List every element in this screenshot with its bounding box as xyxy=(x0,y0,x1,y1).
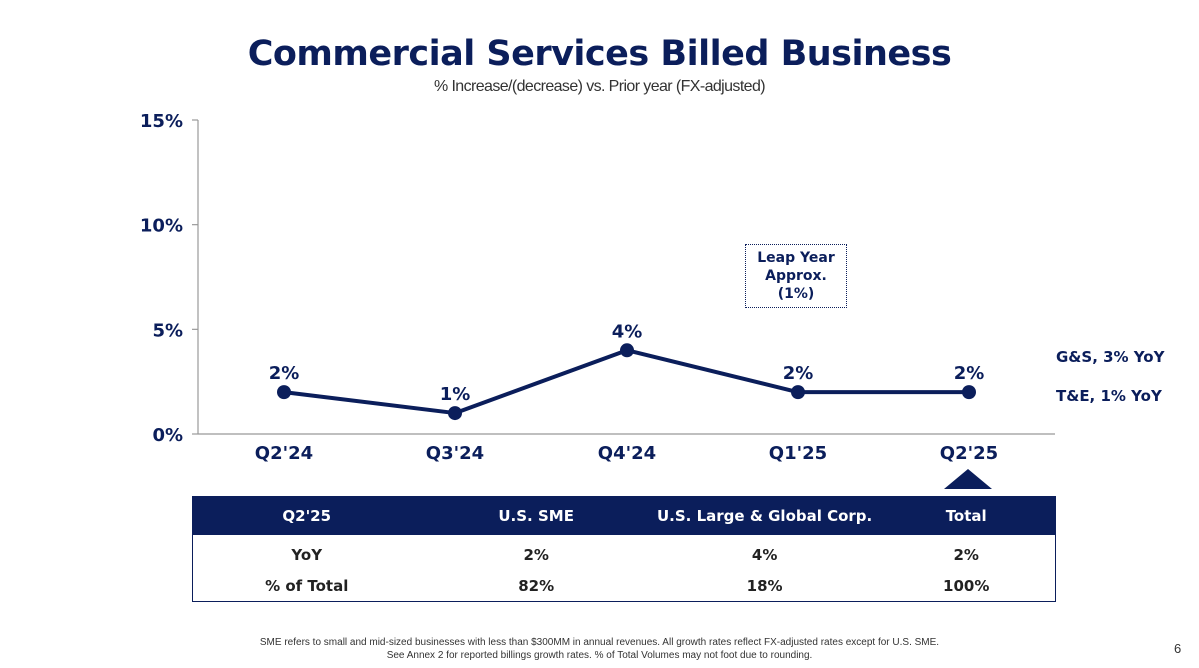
table-cell: 100% xyxy=(943,576,990,595)
data-label: 2% xyxy=(954,363,985,384)
data-point xyxy=(620,343,634,358)
data-label: 2% xyxy=(269,363,300,384)
table-header-row: Q2'25 U.S. SME U.S. Large & Global Corp.… xyxy=(192,496,1056,535)
x-tick-label: Q4'24 xyxy=(598,443,656,464)
x-tick-label: Q3'24 xyxy=(426,443,484,464)
y-tick-label: 10% xyxy=(140,216,183,237)
table-header-cell: Q2'25 xyxy=(192,496,421,535)
leap-year-annotation: Leap Year Approx. (1%) xyxy=(745,244,847,308)
annotation-line-1: Leap Year xyxy=(757,250,835,266)
y-tick-label: 5% xyxy=(152,320,183,341)
table-header-cell: U.S. Large & Global Corp. xyxy=(651,496,878,535)
page-number: 6 xyxy=(1174,641,1182,656)
line-chart: 0% 5% 10% 15% Q2'24 Q3'24 Q4'24 Q1'25 Q2'25 2% 1% 4… xyxy=(140,111,1055,464)
te-yoy-label: T&E, 1% YoY xyxy=(1056,387,1162,405)
table-cell: 2% xyxy=(953,545,979,564)
data-point xyxy=(791,385,805,400)
data-point xyxy=(448,406,462,421)
y-tick-label: 15% xyxy=(140,111,183,132)
table-cell: YoY xyxy=(291,545,323,564)
table-cell: 2% xyxy=(523,545,549,564)
data-label: 2% xyxy=(783,363,814,384)
x-tick-label: Q2'25 xyxy=(940,443,998,464)
gs-yoy-label: G&S, 3% YoY xyxy=(1056,348,1165,366)
annotation-line-3: (1%) xyxy=(777,286,815,302)
table-header-cell: U.S. SME xyxy=(420,496,652,535)
data-point xyxy=(962,385,976,400)
series-line xyxy=(283,348,969,416)
table-row: % of Total 82% 18% 100% xyxy=(193,570,1056,602)
footnote: SME refers to small and mid-sized busine… xyxy=(0,636,1199,662)
table-header-cell: Total xyxy=(877,496,1056,535)
y-tick-label: 0% xyxy=(152,425,183,446)
x-tick-label: Q2'24 xyxy=(255,443,313,464)
x-tick-label: Q1'25 xyxy=(769,443,827,464)
table-row: YoY 2% 4% 2% xyxy=(193,535,1056,570)
footnote-line-1: SME refers to small and mid-sized busine… xyxy=(259,637,940,648)
pointer-triangle xyxy=(944,469,992,489)
summary-table: Q2'25 U.S. SME U.S. Large & Global Corp.… xyxy=(192,496,1056,602)
data-label: 1% xyxy=(440,384,471,405)
annotation-line-2: Approx. xyxy=(765,268,827,284)
footnote-line-2: See Annex 2 for reported billings growth… xyxy=(386,650,813,661)
table-cell: 4% xyxy=(751,545,778,564)
table-cell: 82% xyxy=(518,576,555,595)
data-point xyxy=(277,385,291,400)
data-label: 4% xyxy=(612,321,643,342)
table-cell: 18% xyxy=(746,576,783,595)
chart-subtitle: % Increase/(decrease) vs. Prior year (FX… xyxy=(433,78,766,95)
table-cell: % of Total xyxy=(265,576,349,595)
chart-title: Commercial Services Billed Business xyxy=(247,34,952,74)
